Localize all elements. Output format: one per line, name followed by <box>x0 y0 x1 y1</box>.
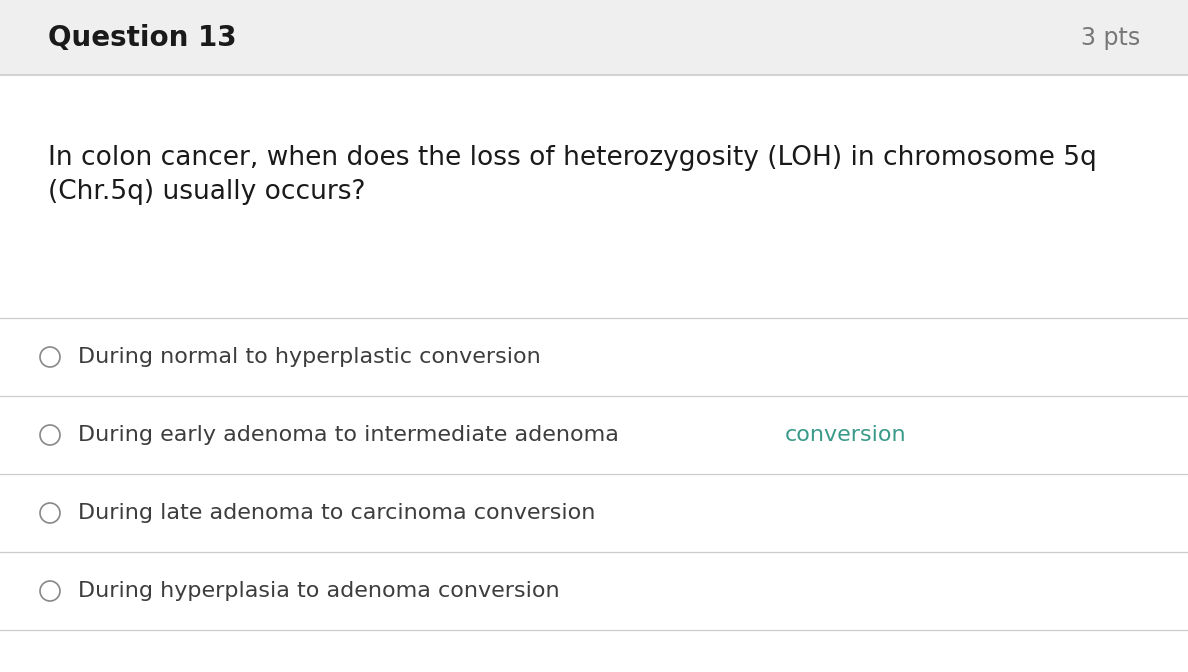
Bar <box>0 0 1188 75</box>
Text: (Chr.5q) usually occurs?: (Chr.5q) usually occurs? <box>48 179 366 205</box>
Text: conversion: conversion <box>785 425 906 445</box>
Text: During late adenoma to carcinoma conversion: During late adenoma to carcinoma convers… <box>78 503 595 523</box>
Text: During hyperplasia to adenoma conversion: During hyperplasia to adenoma conversion <box>78 581 560 601</box>
Text: In colon cancer, when does the loss of heterozygosity (LOH) in chromosome 5q: In colon cancer, when does the loss of h… <box>48 145 1097 171</box>
Text: During early adenoma to intermediate adenoma: During early adenoma to intermediate ade… <box>78 425 626 445</box>
Text: 3 pts: 3 pts <box>1081 26 1140 50</box>
Text: Question 13: Question 13 <box>48 24 236 52</box>
Text: During normal to hyperplastic conversion: During normal to hyperplastic conversion <box>78 347 541 367</box>
